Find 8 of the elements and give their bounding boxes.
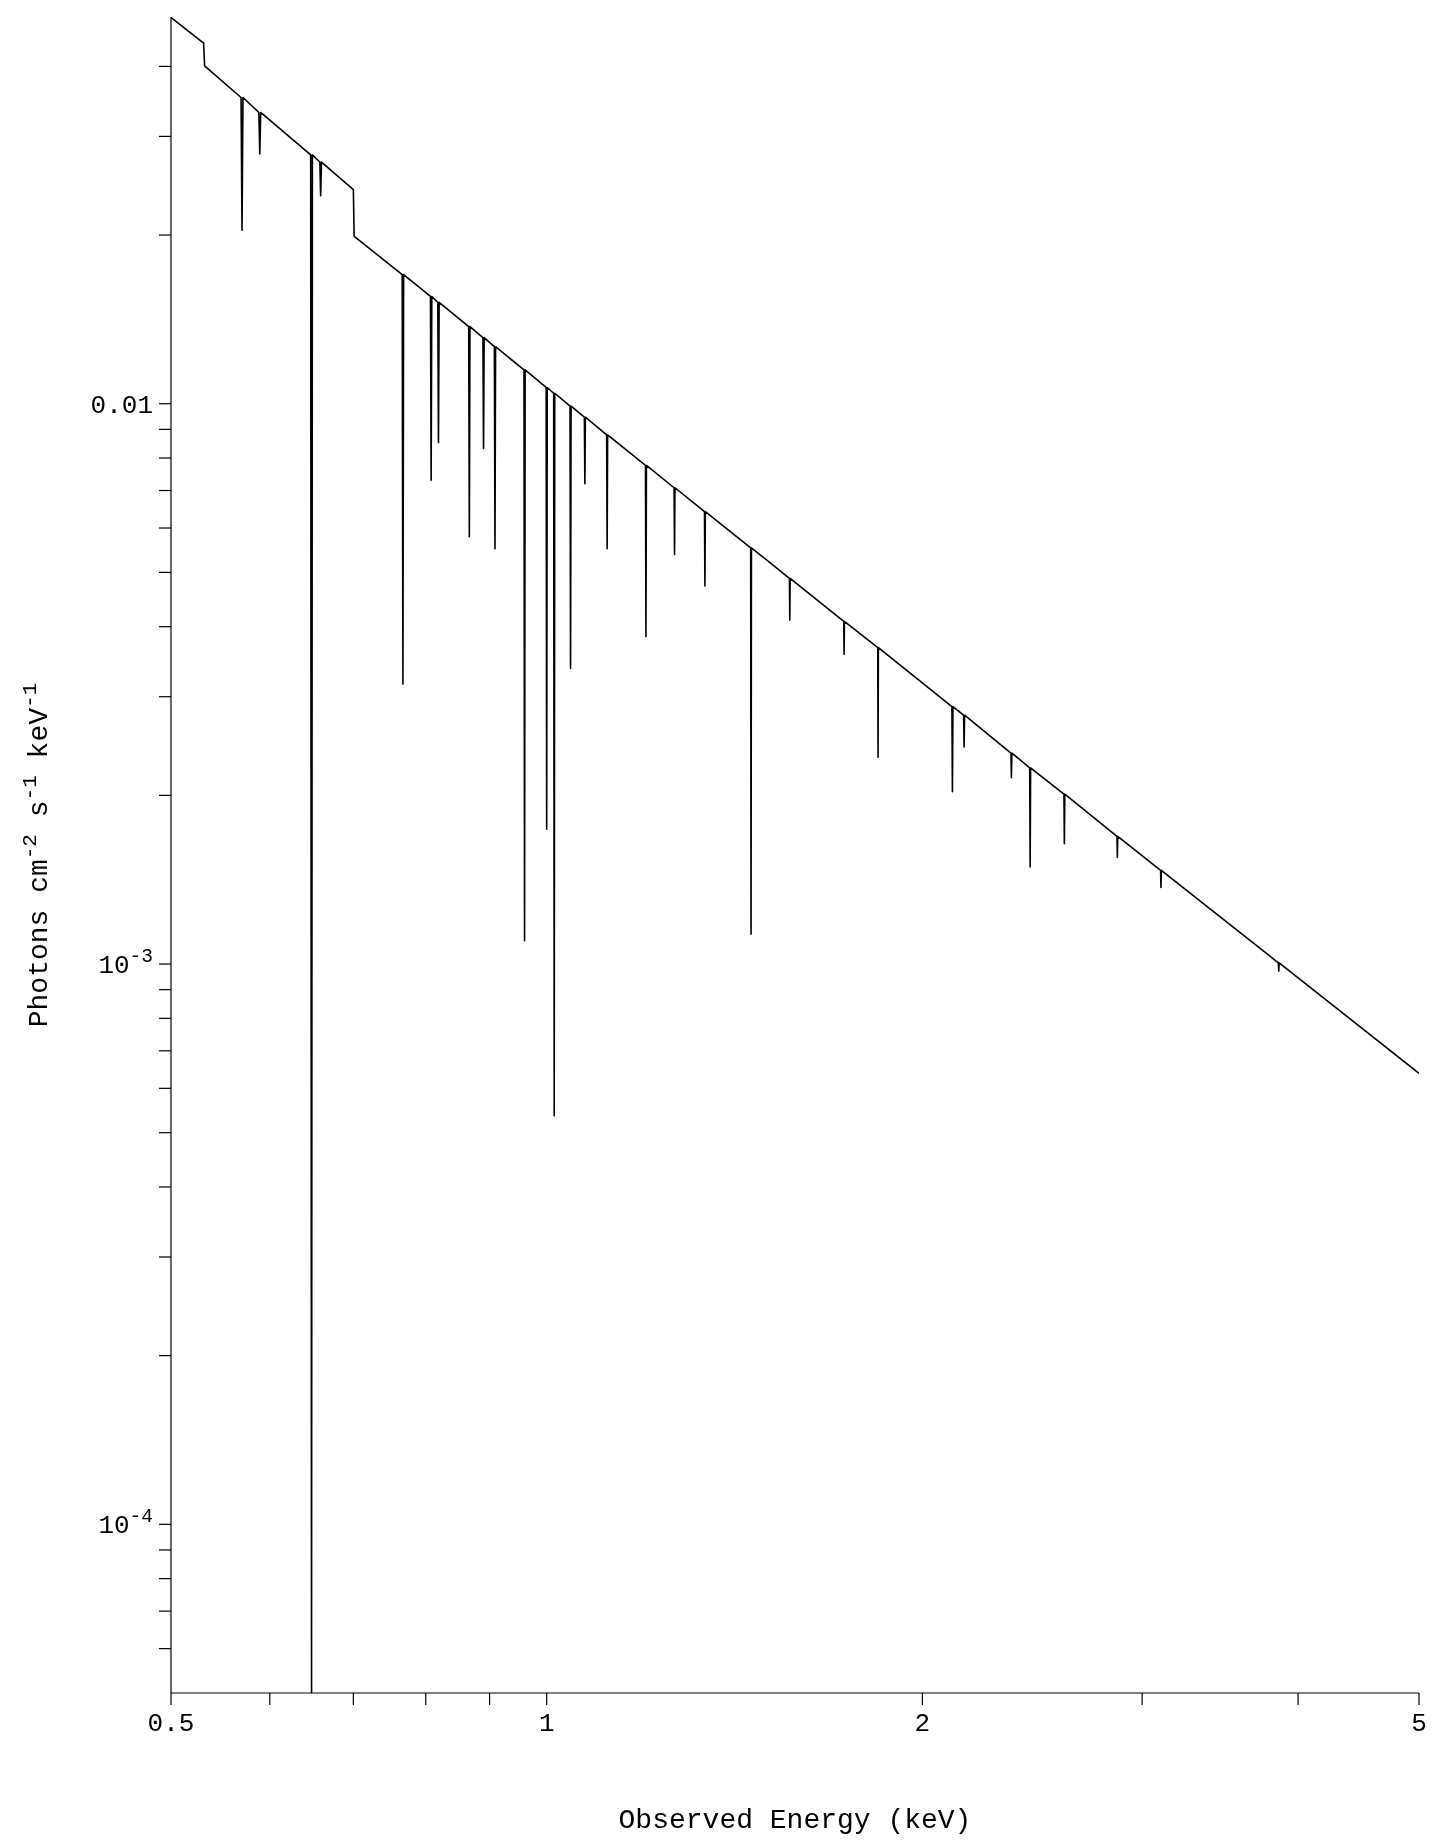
y-tick-label: 10$^{-3}$: [98, 946, 153, 982]
x-tick-label: 5: [1411, 1709, 1427, 1739]
x-tick-label: 1: [538, 1709, 555, 1739]
x-axis-title: Observed Energy (keV): [618, 1805, 972, 1836]
y-tick-label: 0.01: [90, 390, 153, 421]
x-tick-label: 0.5: [147, 1709, 195, 1739]
x-tick-label: 2: [914, 1709, 931, 1739]
y-tick-label: 10$^{-4}$: [98, 1506, 153, 1542]
